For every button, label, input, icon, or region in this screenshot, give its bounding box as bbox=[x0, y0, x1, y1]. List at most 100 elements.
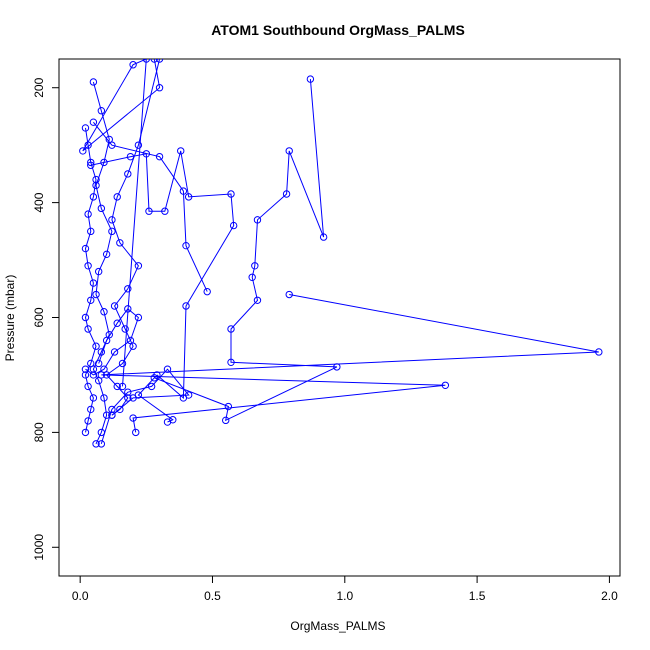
data-point bbox=[100, 158, 108, 167]
data-point bbox=[108, 405, 116, 414]
data-point bbox=[94, 267, 103, 276]
data-point bbox=[161, 207, 169, 215]
data-point bbox=[227, 358, 235, 367]
data-point bbox=[227, 190, 235, 198]
data-point bbox=[177, 147, 185, 155]
x-tick-label: 1.5 bbox=[469, 589, 486, 603]
data-point bbox=[108, 411, 116, 419]
data-point bbox=[89, 118, 98, 126]
data-point bbox=[150, 59, 158, 63]
data-point bbox=[251, 262, 259, 270]
data-point bbox=[89, 279, 98, 287]
data-point bbox=[134, 141, 143, 149]
data-point bbox=[84, 210, 92, 218]
data-point bbox=[285, 147, 293, 155]
x-tick-label: 1.0 bbox=[336, 589, 353, 603]
series-line bbox=[137, 79, 338, 423]
data-point bbox=[116, 405, 124, 414]
data-point bbox=[87, 296, 95, 304]
data-point bbox=[124, 285, 132, 293]
data-point bbox=[84, 417, 92, 425]
data-point bbox=[81, 371, 90, 379]
data-point bbox=[121, 325, 129, 333]
data-point bbox=[97, 204, 106, 213]
data-point bbox=[89, 365, 98, 373]
data-point bbox=[126, 152, 135, 161]
series-line bbox=[105, 59, 161, 416]
data-point bbox=[182, 241, 190, 250]
data-point bbox=[124, 305, 132, 313]
data-point bbox=[79, 147, 87, 155]
data-point bbox=[126, 336, 135, 345]
data-point bbox=[87, 161, 95, 169]
data-point bbox=[87, 158, 95, 167]
data-series bbox=[97, 365, 193, 448]
data-point bbox=[100, 365, 108, 373]
series-group bbox=[79, 59, 603, 448]
data-point bbox=[182, 302, 190, 310]
plot-area bbox=[79, 59, 603, 448]
data-point bbox=[184, 391, 193, 399]
data-series bbox=[81, 305, 143, 379]
data-point bbox=[116, 239, 124, 247]
data-point bbox=[84, 262, 92, 270]
data-series bbox=[97, 290, 603, 437]
data-point bbox=[253, 216, 262, 224]
x-axis-label: OrgMass_PALMS bbox=[290, 619, 385, 633]
data-point bbox=[81, 428, 90, 437]
series-line bbox=[82, 59, 161, 387]
data-point bbox=[155, 152, 164, 161]
x-tick-label: 2.0 bbox=[601, 589, 618, 603]
data-point bbox=[113, 193, 121, 201]
data-point bbox=[102, 336, 111, 345]
data-point bbox=[108, 216, 116, 224]
data-point bbox=[147, 382, 156, 391]
data-series bbox=[87, 147, 238, 402]
data-point bbox=[282, 190, 291, 198]
data-point bbox=[595, 348, 603, 356]
data-point bbox=[124, 388, 132, 396]
data-point bbox=[155, 84, 164, 92]
x-axis: 0.0 0.5 1.0 1.5 2.0 bbox=[72, 575, 618, 603]
data-point bbox=[92, 440, 100, 448]
data-point bbox=[248, 273, 256, 281]
data-point bbox=[92, 290, 100, 299]
data-point bbox=[441, 381, 450, 389]
y-axis-label: Pressure (mbar) bbox=[3, 275, 17, 362]
data-point bbox=[134, 313, 143, 322]
data-point bbox=[145, 207, 153, 215]
series-line bbox=[100, 368, 190, 445]
x-tick-label: 0.0 bbox=[72, 589, 89, 603]
data-point bbox=[89, 371, 98, 379]
data-point bbox=[110, 348, 119, 356]
y-tick-label: 800 bbox=[32, 422, 46, 442]
data-point bbox=[227, 325, 235, 333]
data-point bbox=[84, 325, 92, 333]
data-point bbox=[108, 141, 116, 149]
data-point bbox=[81, 244, 90, 253]
data-point bbox=[124, 394, 132, 402]
data-point bbox=[132, 428, 140, 437]
data-point bbox=[81, 365, 90, 373]
data-point bbox=[184, 193, 193, 201]
series-line bbox=[84, 127, 97, 433]
data-point bbox=[97, 107, 106, 115]
series-line bbox=[93, 121, 208, 292]
data-point bbox=[89, 394, 98, 402]
data-point bbox=[129, 394, 137, 402]
data-point bbox=[224, 402, 233, 411]
x-tick-label: 0.5 bbox=[204, 589, 221, 603]
data-point bbox=[285, 290, 293, 299]
data-point bbox=[319, 233, 328, 241]
y-tick-label: 400 bbox=[32, 192, 46, 212]
y-tick-label: 200 bbox=[32, 77, 46, 97]
data-point bbox=[124, 170, 132, 178]
data-point bbox=[253, 296, 262, 304]
series-line bbox=[85, 308, 139, 376]
data-point bbox=[153, 371, 161, 379]
data-point bbox=[222, 416, 230, 425]
data-point bbox=[134, 262, 143, 270]
y-tick-label: 600 bbox=[32, 307, 46, 327]
data-point bbox=[89, 193, 98, 201]
